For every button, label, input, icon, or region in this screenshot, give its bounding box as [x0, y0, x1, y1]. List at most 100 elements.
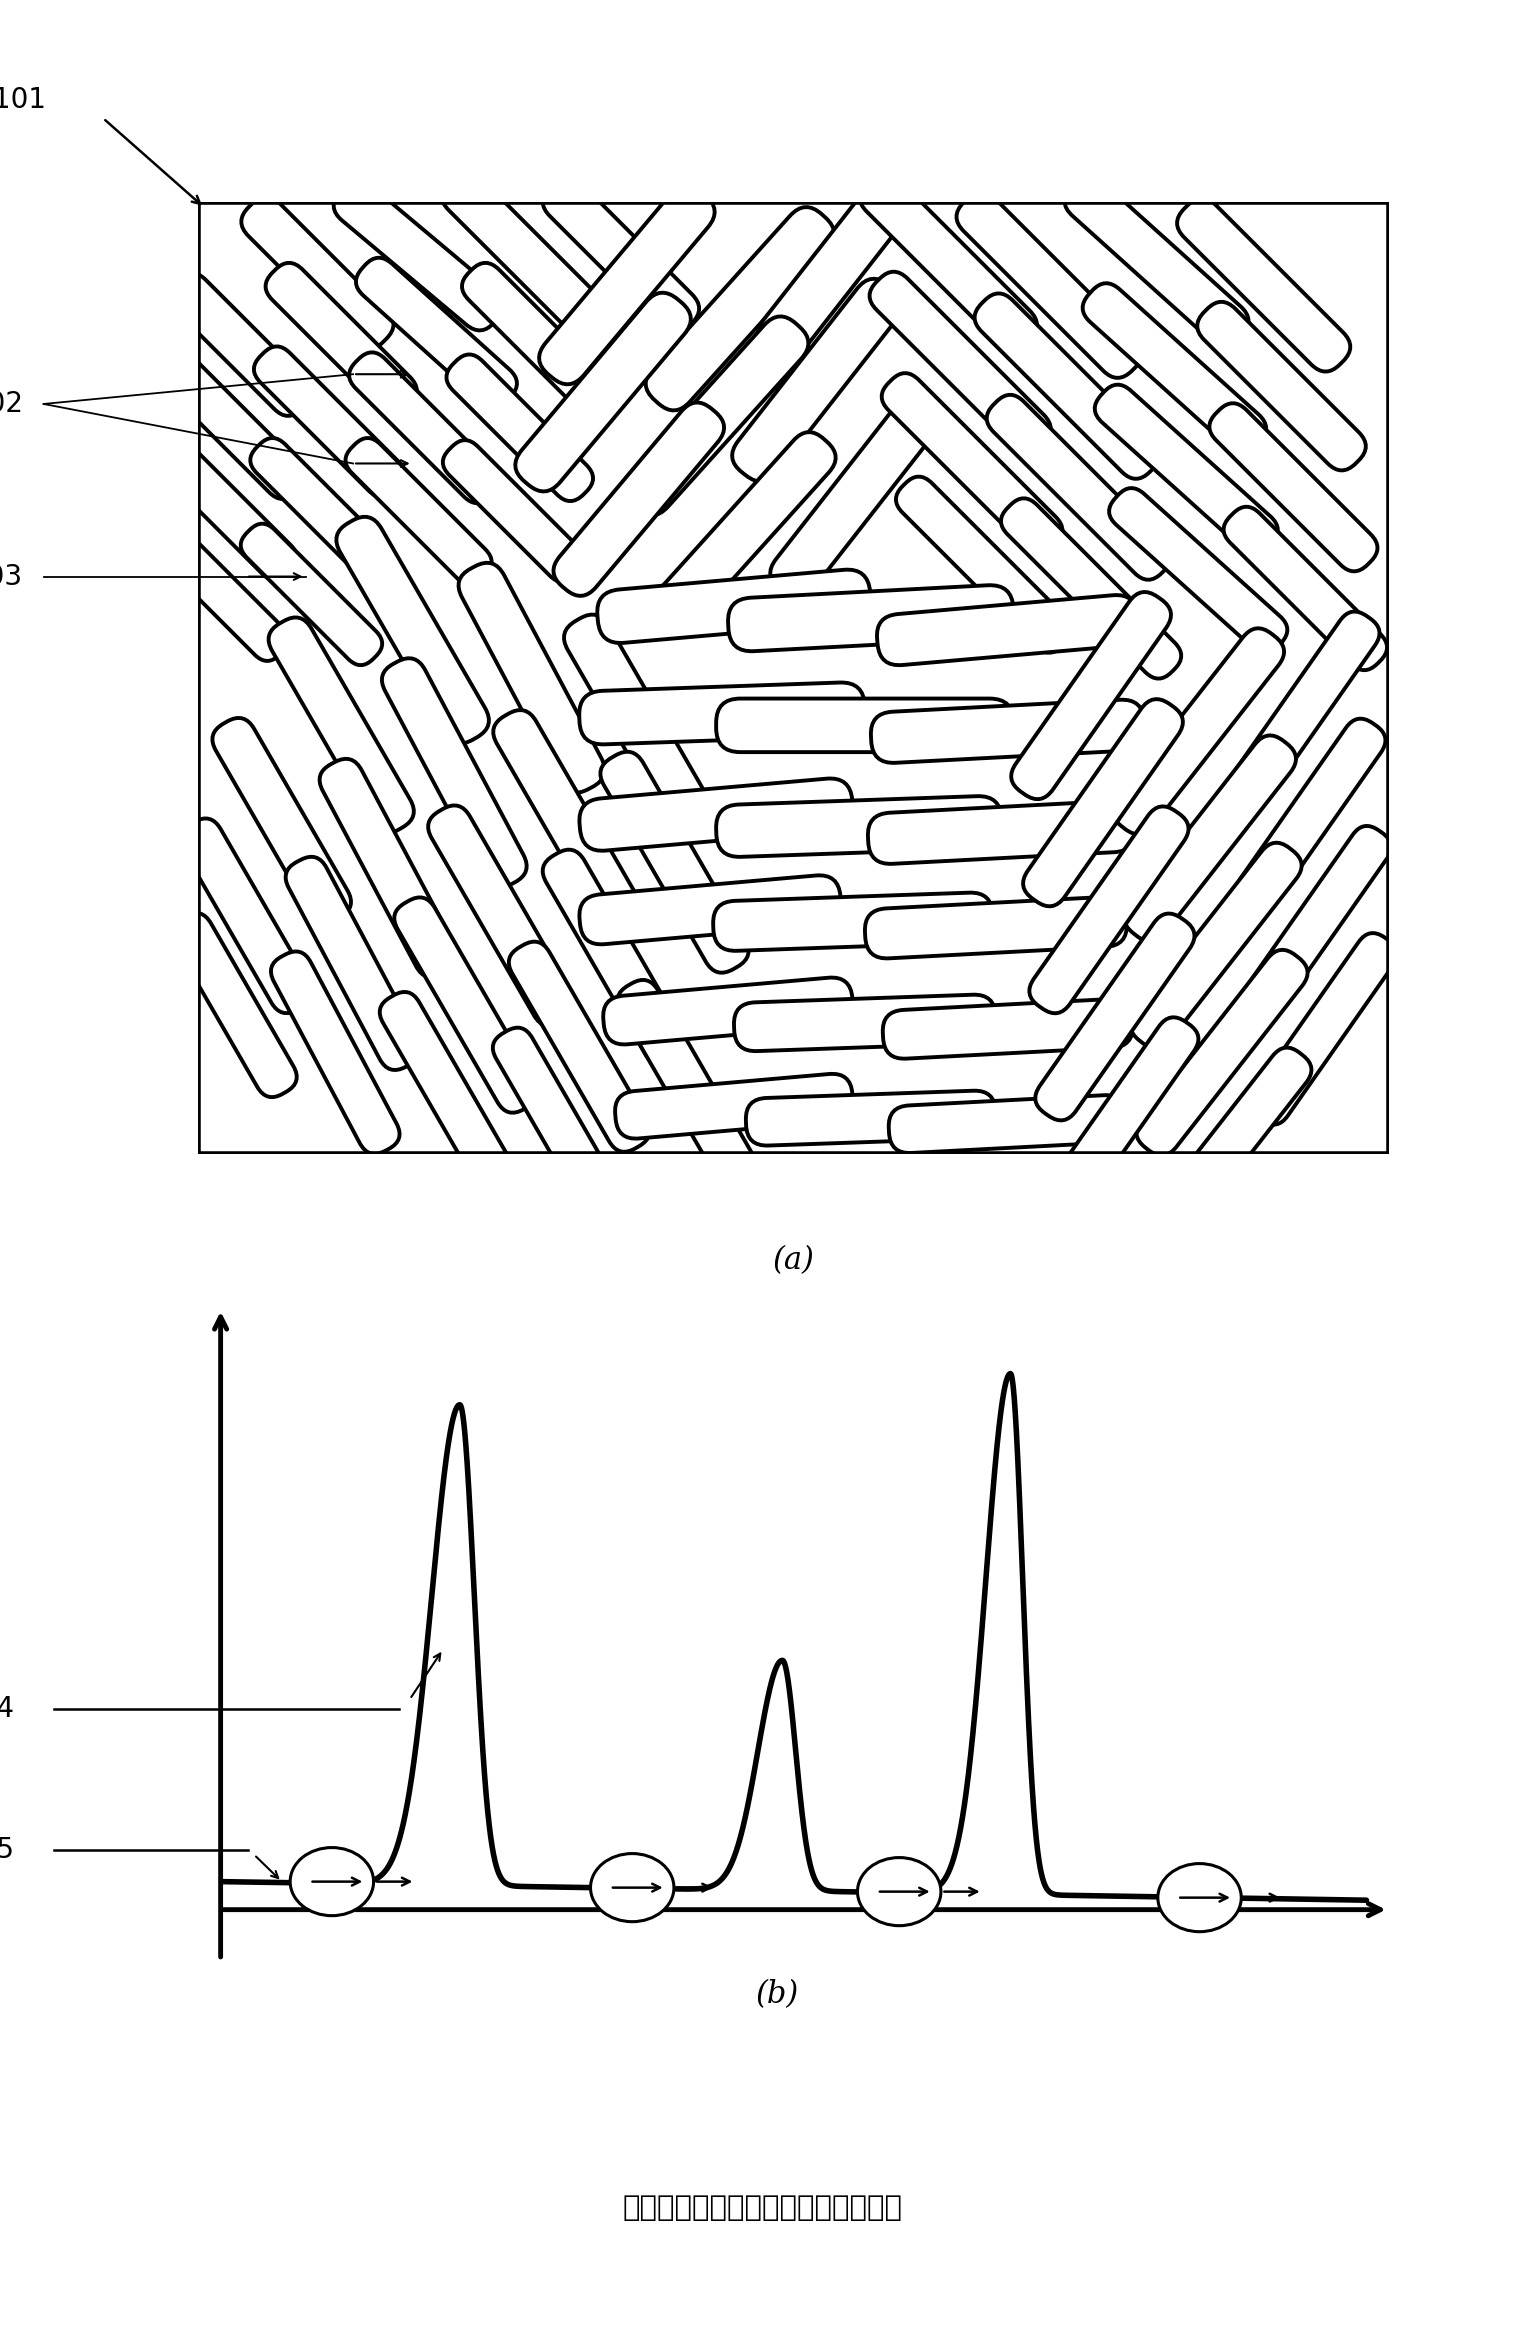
FancyBboxPatch shape [241, 196, 394, 348]
FancyBboxPatch shape [1065, 175, 1248, 346]
FancyBboxPatch shape [716, 699, 1013, 753]
FancyBboxPatch shape [975, 294, 1160, 479]
FancyBboxPatch shape [1109, 488, 1288, 652]
Ellipse shape [858, 1858, 942, 1926]
FancyBboxPatch shape [1231, 612, 1380, 804]
FancyBboxPatch shape [543, 178, 699, 334]
FancyBboxPatch shape [732, 278, 902, 481]
FancyBboxPatch shape [516, 292, 691, 491]
FancyBboxPatch shape [319, 760, 458, 977]
FancyBboxPatch shape [1094, 386, 1277, 554]
FancyBboxPatch shape [272, 951, 400, 1154]
FancyBboxPatch shape [1250, 932, 1398, 1124]
FancyBboxPatch shape [734, 996, 996, 1052]
FancyBboxPatch shape [241, 523, 382, 666]
FancyBboxPatch shape [508, 942, 650, 1152]
FancyBboxPatch shape [539, 185, 714, 383]
FancyBboxPatch shape [746, 1091, 996, 1145]
FancyBboxPatch shape [356, 257, 517, 407]
FancyBboxPatch shape [394, 897, 539, 1112]
FancyBboxPatch shape [618, 979, 755, 1185]
FancyBboxPatch shape [458, 563, 604, 792]
FancyBboxPatch shape [870, 271, 1051, 453]
FancyBboxPatch shape [334, 180, 504, 330]
FancyBboxPatch shape [888, 1096, 1126, 1152]
Text: 低温多晶硅膜和对应的势垒的示意图: 低温多晶硅膜和对应的势垒的示意图 [623, 2194, 903, 2222]
FancyBboxPatch shape [269, 617, 414, 834]
FancyBboxPatch shape [882, 998, 1132, 1059]
FancyBboxPatch shape [645, 208, 835, 411]
FancyBboxPatch shape [1210, 404, 1378, 570]
FancyBboxPatch shape [716, 797, 1003, 858]
FancyBboxPatch shape [447, 355, 594, 500]
FancyBboxPatch shape [565, 615, 714, 837]
FancyBboxPatch shape [156, 528, 288, 661]
FancyBboxPatch shape [554, 402, 725, 596]
Text: 105: 105 [0, 1835, 14, 1863]
FancyBboxPatch shape [877, 596, 1138, 666]
FancyBboxPatch shape [1238, 720, 1386, 911]
FancyBboxPatch shape [580, 682, 865, 746]
FancyBboxPatch shape [987, 395, 1172, 580]
FancyBboxPatch shape [349, 353, 501, 502]
FancyBboxPatch shape [441, 171, 598, 327]
FancyBboxPatch shape [285, 858, 421, 1070]
FancyBboxPatch shape [1198, 301, 1366, 470]
FancyBboxPatch shape [728, 584, 1013, 652]
FancyBboxPatch shape [429, 806, 575, 1026]
FancyBboxPatch shape [868, 802, 1135, 865]
Ellipse shape [591, 1853, 674, 1921]
FancyBboxPatch shape [597, 570, 871, 643]
FancyBboxPatch shape [1035, 914, 1195, 1119]
Text: 101: 101 [0, 86, 46, 115]
FancyBboxPatch shape [1125, 736, 1296, 942]
FancyBboxPatch shape [871, 699, 1144, 762]
FancyBboxPatch shape [1012, 591, 1170, 799]
FancyBboxPatch shape [896, 477, 1073, 652]
FancyBboxPatch shape [180, 818, 311, 1014]
FancyBboxPatch shape [171, 914, 296, 1096]
FancyBboxPatch shape [1137, 949, 1308, 1154]
FancyBboxPatch shape [1112, 629, 1283, 834]
FancyBboxPatch shape [600, 753, 749, 972]
Ellipse shape [1158, 1863, 1241, 1933]
FancyBboxPatch shape [493, 1028, 630, 1232]
FancyBboxPatch shape [345, 437, 491, 584]
FancyBboxPatch shape [462, 262, 613, 414]
FancyBboxPatch shape [250, 437, 397, 584]
FancyBboxPatch shape [580, 876, 841, 944]
FancyBboxPatch shape [493, 710, 641, 930]
FancyBboxPatch shape [1082, 283, 1267, 453]
FancyBboxPatch shape [859, 173, 1038, 351]
FancyBboxPatch shape [1131, 844, 1302, 1049]
FancyBboxPatch shape [336, 516, 488, 743]
Text: 102: 102 [0, 390, 23, 418]
FancyBboxPatch shape [253, 346, 404, 498]
FancyBboxPatch shape [882, 374, 1062, 554]
FancyBboxPatch shape [1224, 507, 1387, 671]
FancyBboxPatch shape [443, 439, 584, 582]
FancyBboxPatch shape [771, 400, 935, 598]
FancyBboxPatch shape [1030, 806, 1189, 1014]
FancyBboxPatch shape [380, 991, 517, 1197]
FancyBboxPatch shape [543, 851, 687, 1066]
FancyBboxPatch shape [624, 315, 809, 516]
FancyBboxPatch shape [159, 442, 298, 580]
FancyBboxPatch shape [168, 273, 311, 416]
FancyBboxPatch shape [758, 161, 925, 360]
Ellipse shape [290, 1849, 374, 1916]
Text: 104: 104 [0, 1694, 14, 1722]
FancyBboxPatch shape [713, 893, 993, 951]
FancyBboxPatch shape [1001, 498, 1181, 678]
FancyBboxPatch shape [957, 192, 1143, 379]
Text: (a): (a) [772, 1246, 815, 1276]
FancyBboxPatch shape [382, 659, 526, 888]
FancyBboxPatch shape [1022, 699, 1183, 907]
Text: 103: 103 [0, 563, 23, 591]
FancyBboxPatch shape [1144, 1047, 1311, 1248]
FancyBboxPatch shape [266, 262, 417, 414]
FancyBboxPatch shape [1044, 1017, 1198, 1220]
FancyBboxPatch shape [212, 717, 351, 923]
Text: (b): (b) [755, 1979, 798, 2010]
FancyBboxPatch shape [603, 977, 853, 1045]
